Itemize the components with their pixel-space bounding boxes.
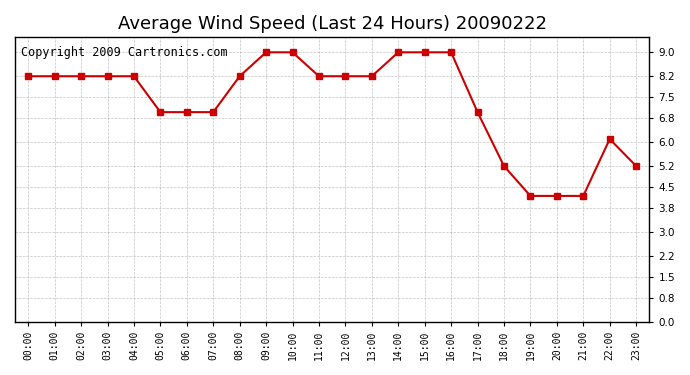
Title: Average Wind Speed (Last 24 Hours) 20090222: Average Wind Speed (Last 24 Hours) 20090… (118, 15, 546, 33)
Text: Copyright 2009 Cartronics.com: Copyright 2009 Cartronics.com (21, 46, 228, 59)
